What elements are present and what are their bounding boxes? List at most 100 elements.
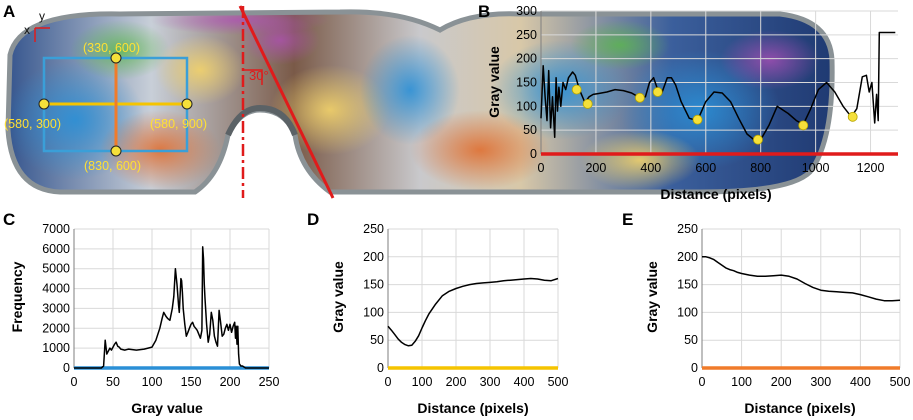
y-tick-label: 3000 xyxy=(42,301,70,315)
x-tick-label: 200 xyxy=(446,375,467,389)
x-tick-label: 1000 xyxy=(802,161,830,175)
x-axis-title: Gray value xyxy=(131,400,203,416)
profile-line-30deg xyxy=(238,5,335,199)
y-tick-label: 50 xyxy=(523,123,537,137)
y-tick-label: 200 xyxy=(516,52,537,66)
series-line xyxy=(387,277,559,347)
y-tick-label: 300 xyxy=(516,4,537,18)
point-marker xyxy=(110,145,122,157)
point-label: (830, 600) xyxy=(84,159,141,173)
y-tick-label: 100 xyxy=(677,305,698,319)
y-tick-label: 150 xyxy=(677,278,698,292)
y-tick-label: 5000 xyxy=(42,262,70,276)
y-axis-letter: y xyxy=(39,9,45,23)
y-tick-label: 200 xyxy=(677,250,698,264)
y-axis-title: Gray value xyxy=(644,261,660,333)
x-tick-label: 300 xyxy=(810,375,831,389)
x-tick-label: 100 xyxy=(142,375,163,389)
data-point-marker xyxy=(692,114,703,125)
tick-labels: 0 50 100 150 200 250 300 0 200 400 600 800 1000 1200 xyxy=(516,4,884,175)
tick-labels: 0 1000 2000 3000 4000 5000 6000 7000 0 50 100 150 20… xyxy=(42,222,279,389)
x-tick-label: 400 xyxy=(850,375,871,389)
x-axis-title: Distance (pixels) xyxy=(660,186,771,202)
y-tick-label: 100 xyxy=(363,305,384,319)
x-tick-label: 300 xyxy=(480,375,501,389)
chart-e: E 0 50 100 150 200 250 0 100 200 300 400 500 Distan… xyxy=(622,210,910,416)
y-tick-label: 1000 xyxy=(42,341,70,355)
gridlines xyxy=(388,228,559,368)
right-angle-mark xyxy=(243,69,263,85)
y-tick-label: 100 xyxy=(516,99,537,113)
point-label: (330, 600) xyxy=(83,41,140,55)
data-point-marker xyxy=(571,84,582,95)
x-tick-label: 0 xyxy=(71,375,78,389)
y-tick-label: 50 xyxy=(684,333,698,347)
y-tick-label: 250 xyxy=(516,28,537,42)
panel-a: (330, 600) (580, 300) (580, 900) (830, 6… xyxy=(3,2,835,199)
y-tick-label: 250 xyxy=(363,222,384,236)
data-point-marker xyxy=(753,134,763,145)
point-marker xyxy=(181,98,193,110)
y-tick-label: 0 xyxy=(377,361,384,375)
panel-label-b: B xyxy=(478,2,490,21)
x-tick-label: 0 xyxy=(699,375,706,389)
x-tick-label: 0 xyxy=(538,161,545,175)
x-tick-label: 500 xyxy=(548,375,569,389)
chart-d: D 0 50 100 150 200 250 0 100 200 300 400 500 Distan… xyxy=(307,210,568,416)
y-tick-label: 7000 xyxy=(42,222,70,236)
panel-label-c: C xyxy=(3,210,15,229)
x-tick-label: 250 xyxy=(259,375,280,389)
data-point-marker xyxy=(634,92,645,103)
x-axis-title: Distance (pixels) xyxy=(417,400,528,416)
panel-label-d: D xyxy=(307,210,319,229)
x-tick-label: 200 xyxy=(220,375,241,389)
point-marker xyxy=(38,98,50,110)
x-tick-label: 600 xyxy=(695,161,716,175)
x-tick-label: 200 xyxy=(585,161,606,175)
chart-b: B 0 50 100 150 200 250 300 0 200 400 600 800 1000 120… xyxy=(478,2,898,202)
series-line xyxy=(540,31,896,142)
data-point-marker xyxy=(798,120,809,131)
series-line xyxy=(702,256,901,302)
y-tick-label: 0 xyxy=(63,361,70,375)
y-tick-label: 6000 xyxy=(42,242,70,256)
point-label: (580, 300) xyxy=(4,117,61,131)
x-tick-label: 100 xyxy=(412,375,433,389)
x-tick-label: 150 xyxy=(181,375,202,389)
y-tick-label: 50 xyxy=(370,333,384,347)
tick-labels: 0 50 100 150 200 250 0 100 200 300 400 500 xyxy=(677,222,910,389)
y-tick-label: 250 xyxy=(677,222,698,236)
x-axis-title: Distance (pixels) xyxy=(744,400,855,416)
point-label: (580, 900) xyxy=(150,117,207,131)
y-axis-title: Gray value xyxy=(330,261,346,333)
y-tick-label: 2000 xyxy=(42,321,70,335)
tick-labels: 0 50 100 150 200 250 0 100 200 300 400 500 xyxy=(363,222,568,389)
point-marker xyxy=(110,52,122,64)
data-point-marker xyxy=(582,99,593,109)
y-tick-label: 200 xyxy=(363,250,384,264)
angle-label: 30° xyxy=(249,68,269,83)
x-tick-label: 200 xyxy=(771,375,792,389)
x-tick-label: 0 xyxy=(385,375,392,389)
panel-label-e: E xyxy=(622,210,633,229)
x-tick-label: 500 xyxy=(890,375,911,389)
x-axis-letter: x xyxy=(24,23,30,37)
gridlines xyxy=(74,228,270,368)
y-tick-label: 0 xyxy=(691,361,698,375)
y-tick-label: 0 xyxy=(530,147,537,161)
panel-label-a: A xyxy=(3,2,15,21)
data-point-marker xyxy=(652,87,663,97)
y-axis-title: Gray value xyxy=(486,46,502,118)
series-line xyxy=(74,246,269,369)
y-tick-label: 150 xyxy=(363,278,384,292)
gridlines xyxy=(702,228,901,368)
x-tick-label: 50 xyxy=(106,375,120,389)
goggle-frame xyxy=(5,9,835,195)
y-tick-label: 4000 xyxy=(42,282,70,296)
y-axis-title: Frequency xyxy=(9,261,25,332)
x-tick-label: 400 xyxy=(640,161,661,175)
chart-c: C 0 1000 2000 3000 4000 5000 6000 7000 0 50 100 150… xyxy=(3,210,279,416)
x-tick-label: 800 xyxy=(750,161,771,175)
x-tick-label: 400 xyxy=(514,375,535,389)
